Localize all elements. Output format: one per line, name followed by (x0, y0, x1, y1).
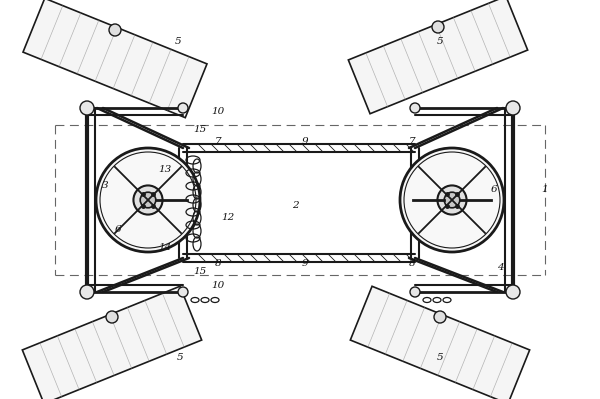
Circle shape (410, 287, 420, 297)
Text: 1: 1 (542, 186, 548, 194)
Circle shape (106, 311, 118, 323)
Circle shape (80, 285, 94, 299)
Circle shape (506, 101, 520, 115)
Text: 2: 2 (292, 201, 298, 209)
Circle shape (178, 287, 188, 297)
Text: 10: 10 (211, 107, 224, 117)
Text: 9: 9 (302, 259, 308, 269)
Text: 6: 6 (115, 225, 121, 235)
Text: 6: 6 (491, 186, 497, 194)
Text: 13: 13 (158, 166, 172, 174)
Text: 14: 14 (158, 243, 172, 253)
Circle shape (140, 192, 156, 208)
Text: 5: 5 (437, 38, 443, 47)
Text: 8: 8 (215, 259, 221, 269)
Circle shape (444, 192, 460, 208)
Polygon shape (349, 0, 527, 114)
Circle shape (109, 24, 121, 36)
Text: 3: 3 (101, 180, 109, 190)
Text: 12: 12 (221, 213, 235, 223)
Text: 4: 4 (497, 263, 503, 273)
Circle shape (506, 285, 520, 299)
Polygon shape (23, 0, 207, 118)
Text: 10: 10 (211, 280, 224, 290)
Circle shape (400, 148, 504, 252)
Text: 8: 8 (409, 259, 415, 269)
Circle shape (133, 186, 163, 215)
Text: 15: 15 (193, 126, 206, 134)
Text: 5: 5 (437, 354, 443, 363)
Text: 5: 5 (176, 354, 184, 363)
Text: 9: 9 (302, 138, 308, 146)
Text: 7: 7 (409, 138, 415, 146)
Polygon shape (350, 286, 530, 399)
Circle shape (437, 186, 467, 215)
Text: 7: 7 (215, 138, 221, 146)
Circle shape (80, 101, 94, 115)
Circle shape (178, 103, 188, 113)
Circle shape (96, 148, 200, 252)
Circle shape (434, 311, 446, 323)
Text: 5: 5 (175, 38, 181, 47)
Polygon shape (22, 286, 202, 399)
Circle shape (410, 103, 420, 113)
Circle shape (432, 21, 444, 33)
Text: 15: 15 (193, 267, 206, 277)
